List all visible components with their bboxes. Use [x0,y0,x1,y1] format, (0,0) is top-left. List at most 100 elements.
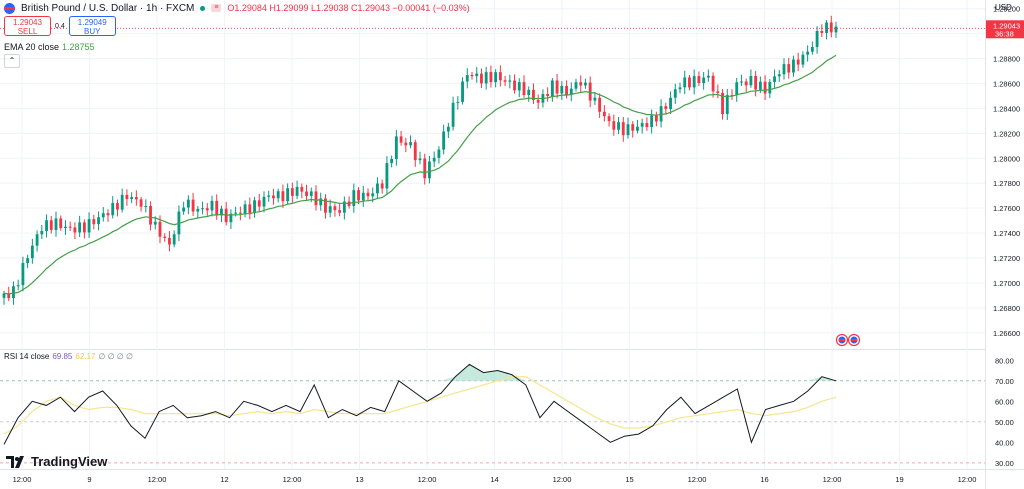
rsi-legend[interactable]: RSI 14 close 69.85 62.17 ∅ ∅ ∅ ∅ [4,352,133,361]
time-axis[interactable]: 12:00 9 12:00 12 12:00 13 12:00 14 12:00 15 12:00 1… [13,475,977,484]
candle-body [314,191,318,206]
rsi-tick-label: 60.00 [995,397,1014,406]
candle [314,185,318,211]
candle [697,71,701,87]
sell-button[interactable]: 1.29043 SELL [4,16,51,36]
candle [706,69,710,82]
candle-body [399,136,403,143]
buy-button[interactable]: 1.29049 BUY [68,16,116,36]
candle-body [380,183,384,189]
price-tick-label: 1.26800 [993,304,1020,313]
candle-body [276,191,280,199]
candle-body [111,202,115,216]
candle-body [186,199,190,208]
candle-body [300,186,304,192]
candle [116,199,119,217]
time-tick-label: 19 [895,475,903,484]
candle [721,89,724,120]
rsi-tick-label: 30.00 [995,459,1014,468]
candle-body [636,126,639,131]
candle-body [697,76,701,84]
candle [78,215,82,238]
candle [763,75,767,100]
candle-body [796,59,800,65]
candle-body [598,97,602,112]
ema-line [3,54,837,295]
candle [101,207,105,222]
candle-body [522,82,526,96]
candle [361,185,365,207]
candle [243,200,247,218]
candle [475,67,479,83]
candle-body [12,286,15,299]
price-tick-label: 1.28600 [993,80,1020,89]
candle-body [758,81,762,90]
candle-body [565,85,568,95]
candle [40,224,44,239]
candle [106,209,110,222]
candle-body [763,81,767,94]
candle [300,183,304,199]
candle [664,102,668,115]
candle-body [196,208,200,212]
candle [149,201,152,231]
candle-body [650,115,654,128]
price-tick-label: 1.27600 [993,204,1020,213]
candle [26,254,30,269]
price-tick-label: 1.29200 [993,5,1020,14]
candle-body [744,81,748,86]
candle-body [432,157,436,162]
candle [87,212,91,238]
collapse-legend-button[interactable]: ⌃ [4,54,20,68]
candle [111,196,115,219]
candle-body [253,200,256,213]
symbol-title[interactable]: British Pound / U.S. Dollar · 1h · FXCM [21,2,195,14]
candle [144,199,148,213]
candle-body [352,190,356,207]
candle [238,206,242,221]
ema-legend[interactable]: EMA 20 close 1.28755 [4,42,95,52]
candle [654,111,658,127]
tradingview-logo[interactable]: TradingView [6,454,107,469]
candle [692,69,696,95]
currency-flag-icon [4,2,15,14]
candle [546,87,550,102]
candle [730,89,734,100]
tradingview-logo-text: TradingView [31,454,108,469]
candle-body [820,31,824,33]
rsi-overbought-fill [483,370,498,381]
candle [555,73,559,99]
candle-body [49,220,53,230]
candle [139,196,143,212]
bar-countdown: 36:38 [995,29,1014,38]
candle [2,290,6,305]
candle [825,19,828,40]
candle-body [68,226,72,228]
candle-body [295,186,299,196]
event-flag-icon [847,333,861,347]
candle-body [749,76,753,86]
rsi-tick-label: 50.00 [995,418,1014,427]
price-axis[interactable]: 1.292001.290001.288001.286001.284001.282… [0,3,1024,468]
candle-body [26,258,30,264]
candle-body [532,89,535,101]
rsi-ma-value: 62.17 [75,352,96,361]
candle [470,72,474,80]
candle-body [172,234,176,245]
candle [711,72,715,98]
candle-body [428,161,431,179]
candle [196,206,200,218]
candle-body [390,158,394,164]
sell-price: 1.29043 [13,18,42,27]
candle-body [309,191,313,196]
rsi-ma-line [3,376,837,435]
candle-body [101,213,105,218]
candle-body [513,80,516,91]
candle-body [536,100,540,103]
candle [134,190,138,206]
symbol-header[interactable]: British Pound / U.S. Dollar · 1h · FXCM … [0,0,470,16]
candle [484,66,488,90]
candle [645,117,649,131]
